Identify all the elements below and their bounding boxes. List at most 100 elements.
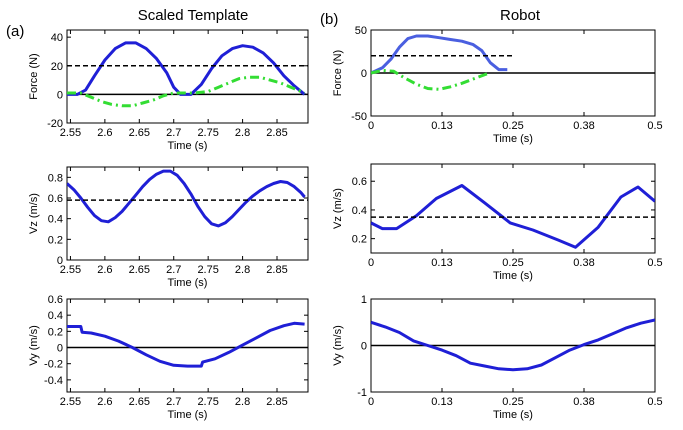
y-tick-label: 0	[57, 89, 63, 101]
x-tick-label: 0	[368, 396, 374, 408]
x-tick-label: 0.25	[502, 257, 523, 269]
plot-area	[371, 318, 655, 372]
primary-series-line	[371, 318, 655, 372]
plot-frame	[66, 29, 309, 124]
x-tick-label: 2.55	[60, 127, 81, 139]
y-axis-label: Vy (m/s)	[28, 325, 40, 366]
primary-series-line	[371, 34, 508, 75]
chart-a-vy: 2.55 2.6 2.65 2.7 2.75 2.8 2.85 -0.4 -0.2 0 0.2 0.4…	[28, 294, 309, 421]
secondary-series-line	[371, 68, 491, 91]
plot-area	[371, 34, 655, 91]
y-tick-label: 0.6	[48, 193, 63, 205]
x-tick-label: 2.7	[166, 127, 181, 139]
x-tick-label: 0.38	[573, 396, 594, 408]
x-tick-label: 2.65	[129, 127, 150, 139]
x-tick-label: 2.8	[235, 396, 250, 408]
x-tick-label: 2.55	[60, 264, 81, 276]
x-tick-label: 2.85	[266, 127, 287, 139]
y-tick-label: 0.2	[48, 234, 63, 246]
x-tick-label: 0.13	[431, 120, 452, 132]
y-tick-label: 1	[361, 294, 367, 306]
y-axis-label: Force (N)	[28, 53, 40, 99]
y-tick-label: -0.4	[44, 375, 63, 387]
x-tick-label: 2.75	[197, 396, 218, 408]
y-axis-label: Vz (m/s)	[28, 193, 40, 234]
panel-b-label: (b)	[320, 11, 338, 28]
x-tick-label: 2.85	[266, 264, 287, 276]
x-tick-label: 0.25	[502, 396, 523, 408]
x-tick-label: 2.7	[166, 396, 181, 408]
x-tick-label: 0.13	[431, 396, 452, 408]
y-tick-label: 50	[355, 25, 367, 37]
y-tick-label: 0.4	[48, 310, 63, 322]
x-tick-label: 0	[368, 120, 374, 132]
y-axis-label: Force (N)	[332, 50, 344, 96]
y-tick-label: 0	[361, 341, 367, 353]
y-tick-label: 0.6	[48, 294, 63, 306]
chart-a-force: 2.55 2.6 2.65 2.7 2.75 2.8 2.85 -20 0 20 40 Time (s…	[28, 29, 309, 152]
secondary-series-line	[67, 75, 306, 108]
y-tick-label: 0	[57, 255, 63, 267]
plot-frame	[66, 298, 309, 393]
x-tick-label: 2.55	[60, 396, 81, 408]
x-axis-label: Time (s)	[493, 133, 533, 145]
plot-area	[67, 169, 308, 228]
x-tick-label: 2.8	[235, 264, 250, 276]
x-tick-label: 2.85	[266, 396, 287, 408]
y-tick-label: 20	[51, 61, 63, 73]
x-axis-label: Time (s)	[493, 409, 533, 421]
plot-area	[67, 41, 308, 108]
x-tick-label: 0.13	[431, 257, 452, 269]
y-tick-label: 0	[57, 343, 63, 355]
x-tick-label: 2.6	[97, 396, 112, 408]
plot-frame	[66, 166, 309, 261]
y-tick-label: 0.6	[352, 176, 367, 188]
y-tick-label: 0.8	[48, 172, 63, 184]
y-tick-label: -1	[357, 387, 367, 399]
x-tick-label: 2.75	[197, 127, 218, 139]
y-tick-label: -0.2	[44, 359, 63, 371]
primary-series-line	[67, 321, 305, 368]
x-tick-label: 0.38	[573, 120, 594, 132]
x-tick-label: 2.8	[235, 127, 250, 139]
y-tick-label: 0.2	[48, 326, 63, 338]
plot-area	[67, 321, 308, 368]
y-tick-label: 0.2	[352, 234, 367, 246]
y-tick-label: -20	[47, 118, 63, 130]
x-tick-label: 0.38	[573, 257, 594, 269]
y-axis-label: Vz (m/s)	[332, 188, 344, 229]
y-tick-label: 40	[51, 32, 63, 44]
y-tick-label: 0	[361, 68, 367, 80]
plot-area	[371, 184, 655, 249]
x-axis-label: Time (s)	[168, 277, 208, 289]
x-tick-label: 2.65	[129, 396, 150, 408]
x-tick-label: 2.65	[129, 264, 150, 276]
panel-b-title: Robot	[500, 7, 541, 24]
x-axis-label: Time (s)	[168, 140, 208, 152]
panel-a-title: Scaled Template	[138, 7, 249, 24]
chart-b-vz: 0 0.13 0.25 0.38 0.5 0.2 0.4 0.6 Time (s) Vz (m/s…	[332, 163, 663, 282]
primary-series-line	[67, 41, 306, 96]
x-tick-label: 2.6	[97, 264, 112, 276]
x-axis-label: Time (s)	[168, 409, 208, 421]
y-tick-label: 0.4	[48, 214, 63, 226]
panel-a-label: (a)	[6, 23, 24, 40]
x-tick-label: 2.75	[197, 264, 218, 276]
x-tick-label: 0.25	[502, 120, 523, 132]
chart-a-vz: 2.55 2.6 2.65 2.7 2.75 2.8 2.85 0 0.2 0.4 0.6 0.8 Ti…	[28, 166, 309, 289]
y-axis-label: Vy (m/s)	[332, 325, 344, 366]
x-axis-label: Time (s)	[493, 270, 533, 282]
x-tick-label: 2.6	[97, 127, 112, 139]
y-tick-label: -50	[351, 111, 367, 123]
x-tick-label: 0.5	[647, 396, 662, 408]
y-tick-label: 0.4	[352, 205, 367, 217]
primary-series-line	[371, 184, 655, 249]
x-tick-label: 0.5	[647, 120, 662, 132]
x-tick-label: 0.5	[647, 257, 662, 269]
primary-series-line	[67, 169, 306, 228]
x-tick-label: 2.7	[166, 264, 181, 276]
x-tick-label: 0	[368, 257, 374, 269]
